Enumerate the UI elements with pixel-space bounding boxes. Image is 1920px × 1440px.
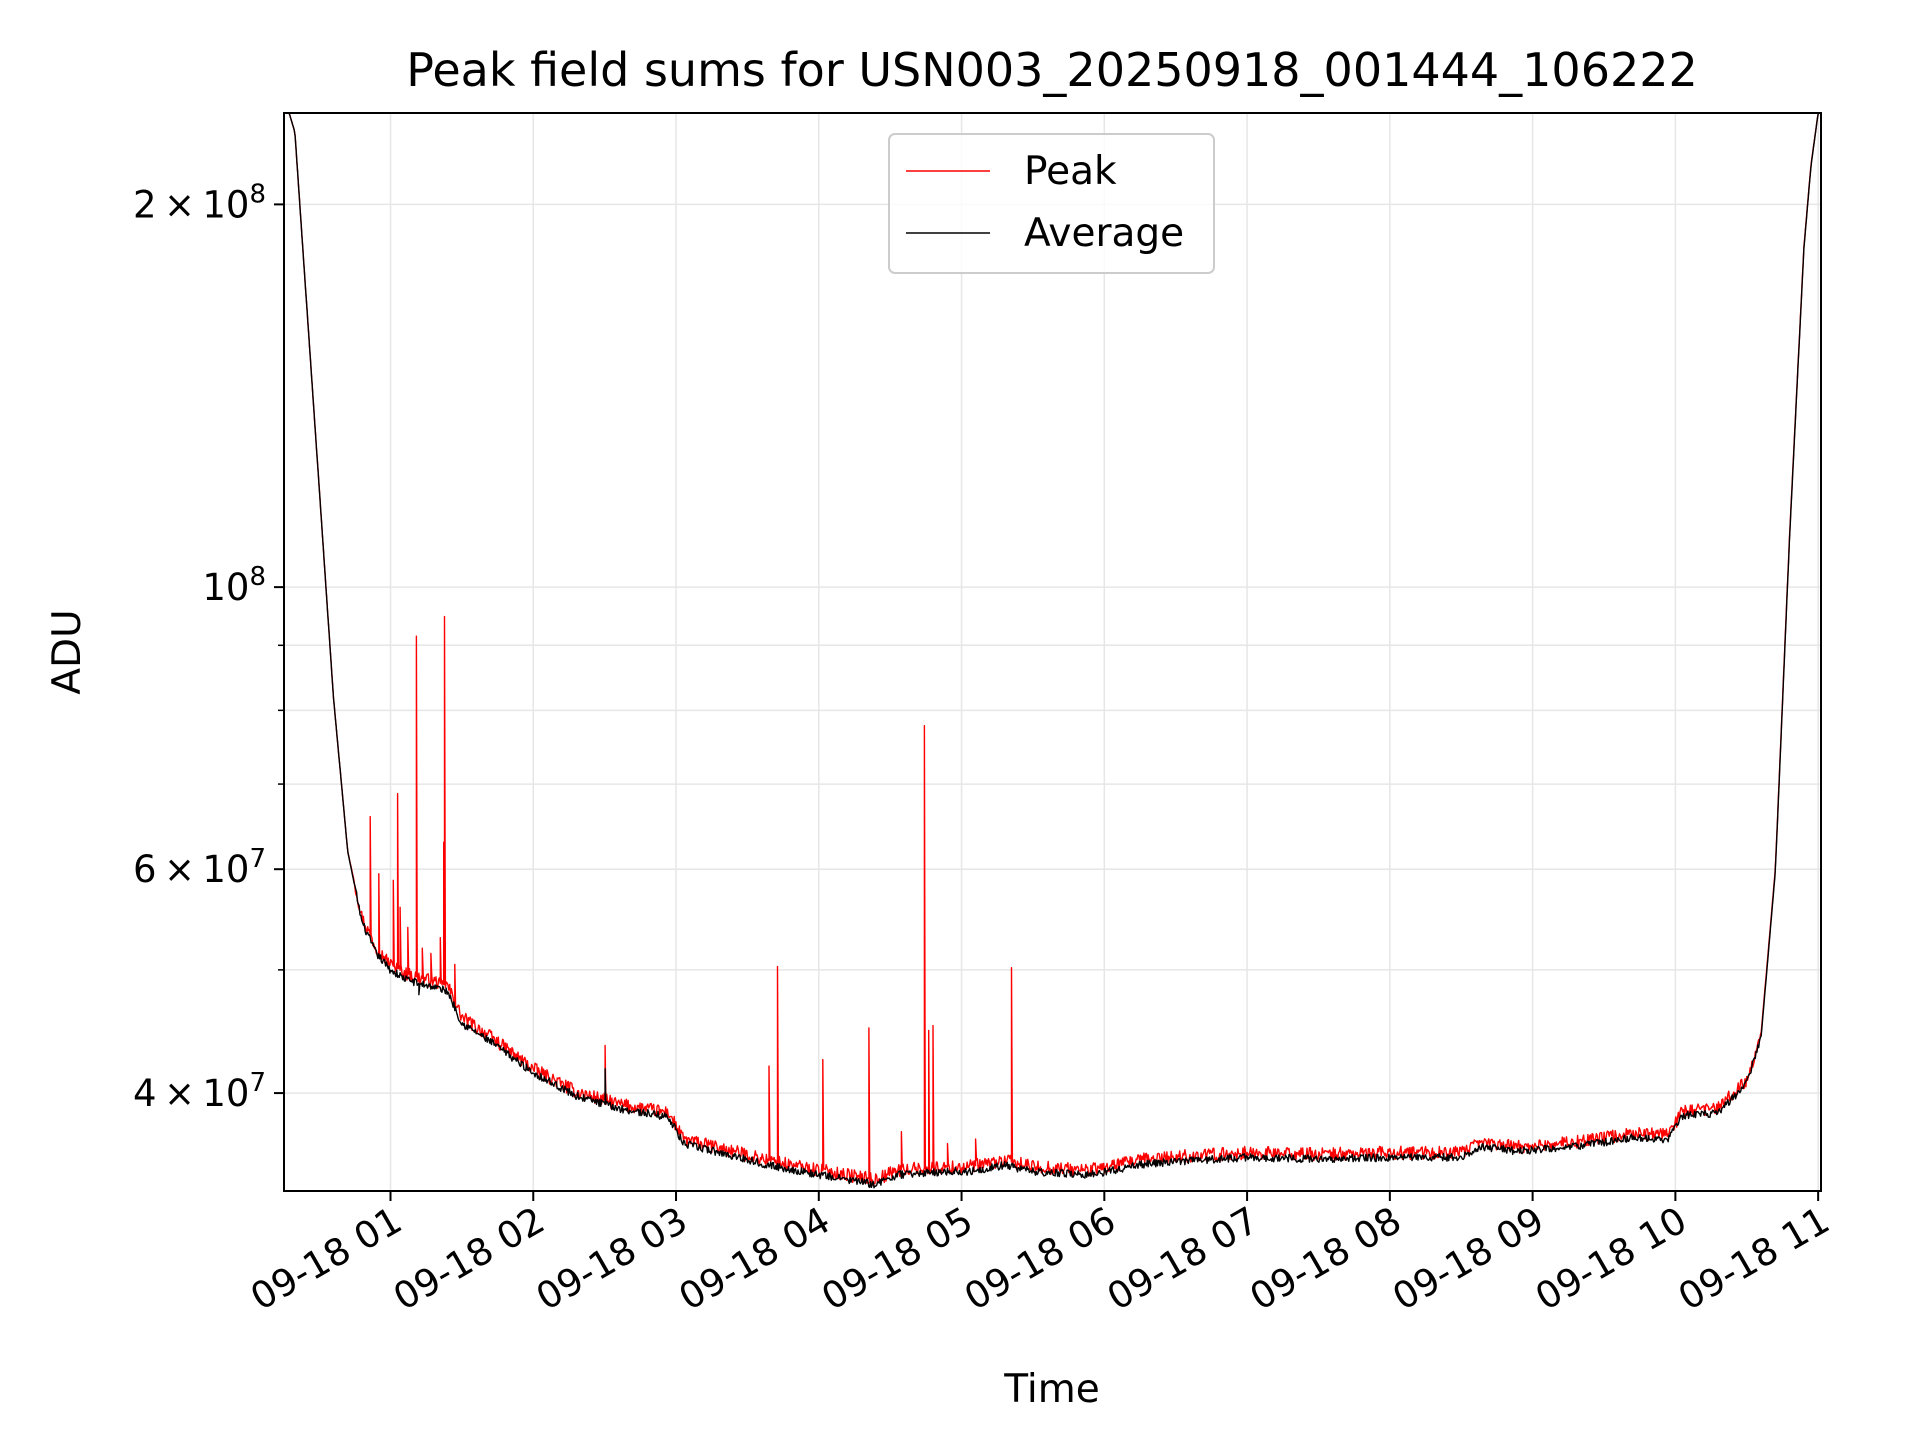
y-tick-base: 10 (202, 848, 249, 891)
y-tick-base: 10 (202, 1072, 249, 1115)
y-tick-base: 10 (202, 566, 249, 609)
y-tick-label: 2 × 108 (133, 179, 266, 226)
grid (284, 113, 1821, 1191)
y-tick-times: × (157, 183, 203, 226)
y-tick-base: 10 (202, 183, 249, 226)
y-tick-exponent: 8 (249, 562, 266, 592)
y-tick-mantissa: 2 (133, 183, 157, 226)
legend-average-label: Average (1024, 211, 1184, 256)
x-axis-title: Time (1003, 1367, 1099, 1412)
y-tick-times: × (157, 848, 203, 891)
y-tick-label: 108 (202, 562, 266, 609)
y-tick-mantissa: 6 (133, 848, 157, 891)
y-tick-label: 6 × 107 (133, 844, 266, 891)
y-tick-mantissa: 4 (133, 1072, 157, 1115)
chart-title: Peak field sums for USN003_20250918_0014… (406, 43, 1698, 97)
series-line-average (284, 112, 1821, 1189)
plot-frame (283, 112, 1822, 1192)
series-layer (284, 112, 1821, 1189)
y-tick-exponent: 8 (249, 179, 266, 209)
y-tick-exponent: 7 (249, 844, 266, 874)
legend-peak-label: Peak (1024, 149, 1117, 194)
legend: Peak Average (888, 133, 1215, 274)
legend-box (888, 133, 1215, 274)
y-tick-times: × (157, 1072, 203, 1115)
y-tick-exponent: 7 (249, 1068, 266, 1098)
y-axis-title: ADU (45, 609, 90, 694)
y-tick-label: 4 × 107 (133, 1068, 266, 1115)
